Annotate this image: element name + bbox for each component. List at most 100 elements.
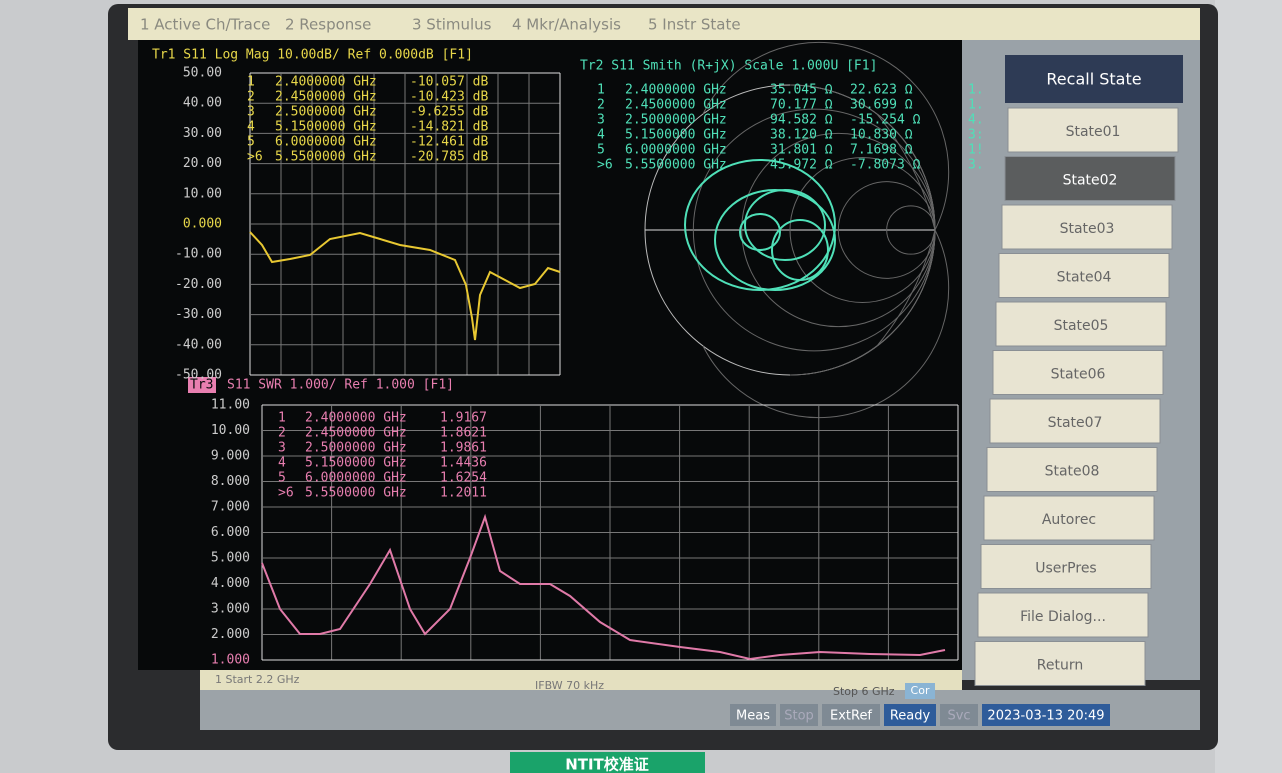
softkey-label[interactable]: State01 [1066,124,1121,140]
marker-readout: -15.254 Ω [850,113,921,128]
y-tick-label: 8.000 [211,474,250,489]
marker-readout: 2 [597,98,605,113]
marker-readout: 35.045 Ω [770,83,833,98]
menu-item[interactable]: 2 Response [285,16,371,34]
marker-readout: 5 [247,135,255,150]
marker-readout: >6 [278,486,294,501]
marker-readout: 2.4500000 GHz [305,426,407,441]
marker-readout: 2 [278,426,286,441]
marker-readout: 2.4500000 GHz [625,98,727,113]
y-tick-label: 20.00 [183,156,222,171]
y-tick-label: -40.00 [175,337,222,352]
marker-readout: >6 [597,158,613,173]
cor: Cor [911,684,930,697]
marker-readout: -14.821 dB [410,120,488,135]
y-tick-label: 40.00 [183,96,222,111]
marker-readout: -12.461 dB [410,135,488,150]
marker-readout: 1. [968,98,984,113]
marker-readout: 1 [278,411,286,426]
marker-readout: 3. [968,158,984,173]
marker-readout: 2.4000000 GHz [275,75,377,90]
y-tick-label: 5.000 [211,551,250,566]
marker-readout: -10.423 dB [410,90,488,105]
marker-readout: -20.785 dB [410,150,488,165]
softkey-label[interactable]: State07 [1048,415,1103,431]
marker-readout: 38.120 Ω [770,128,833,143]
softkey-label[interactable]: State08 [1045,464,1100,480]
marker-readout: >6 [247,150,263,165]
trace2-header: Tr2 S11 Smith (R+jX) Scale 1.000U [F1] [580,59,877,74]
y-tick-label: 6.000 [211,525,250,540]
marker-readout: 5.5500000 GHz [275,150,377,165]
y-tick-label: 10.00 [211,423,250,438]
y-tick-label: -50.00 [175,368,222,383]
softkey-label[interactable]: UserPres [1035,561,1096,577]
marker-readout: 1.9861 [440,441,487,456]
y-tick-label: 3.000 [211,602,250,617]
status-text: ExtRef [830,709,872,724]
y-tick-label: 10.00 [183,186,222,201]
marker-readout: 2.4000000 GHz [625,83,727,98]
marker-readout: 5.5500000 GHz [305,486,407,501]
marker-readout: 6.0000000 GHz [305,471,407,486]
status-text: Meas [736,709,770,724]
softkey-label[interactable]: State02 [1063,173,1118,189]
menu-item[interactable]: 5 Instr State [648,16,741,34]
marker-readout: 1.2011 [440,486,487,501]
status-text: 2023-03-13 20:49 [987,709,1104,724]
marker-readout: 7.1698 Ω [850,143,913,158]
status-text: Stop [784,709,814,724]
menu-item[interactable]: 4 Mkr/Analysis [512,16,621,34]
softkey-label[interactable]: File Dialog... [1020,609,1106,625]
marker-readout: 31.801 Ω [770,143,833,158]
sticker-text: NTIT校准证 [565,756,649,773]
y-tick-label: 9.000 [211,449,250,464]
marker-readout: 5 [278,471,286,486]
softkey-label[interactable]: State05 [1054,318,1109,334]
marker-readout: 4 [247,120,255,135]
marker-readout: 4 [278,456,286,471]
softkey-label[interactable]: State04 [1057,270,1112,286]
y-tick-label: 4.000 [211,576,250,591]
y-tick-label: 1.000 [211,653,250,668]
page: NTIT校准证 Tr1 S11 Log Mag 10.00dB/ Ref 0.0… [0,0,1282,773]
softkey-label[interactable]: State03 [1060,221,1115,237]
marker-readout: 2.5000000 GHz [625,113,727,128]
marker-readout: 5.1500000 GHz [625,128,727,143]
y-tick-label: 50.00 [183,66,222,81]
marker-readout: -10.057 dB [410,75,488,90]
menu-item[interactable]: 1 Active Ch/Trace [140,16,270,34]
softkey-label[interactable]: Return [1037,658,1083,674]
marker-readout: 30.699 Ω [850,98,913,113]
marker-readout: 5.1500000 GHz [305,456,407,471]
marker-readout: -9.6255 dB [410,105,488,120]
marker-readout: 2.5000000 GHz [305,441,407,456]
softkey-label[interactable]: Autorec [1042,512,1096,528]
y-tick-label: 0.000 [183,217,222,232]
y-tick-label: -20.00 [175,277,222,292]
marker-readout: 5.5500000 GHz [625,158,727,173]
marker-readout: 3 [597,113,605,128]
stop-freq: Stop 6 GHz [833,685,895,698]
y-tick-label: 7.000 [211,500,250,515]
marker-readout: 1 [597,83,605,98]
marker-readout: 1 [247,75,255,90]
ifbw: IFBW 70 kHz [535,679,604,692]
marker-readout: 10.830 Ω [850,128,913,143]
marker-readout: 5.1500000 GHz [275,120,377,135]
marker-readout: 2.4000000 GHz [305,411,407,426]
marker-readout: 6.0000000 GHz [625,143,727,158]
y-tick-label: 30.00 [183,126,222,141]
status-text: Ready [890,709,931,724]
marker-readout: 3: [968,128,984,143]
marker-readout: 70.177 Ω [770,98,833,113]
casing-right [1215,0,1282,773]
marker-readout: 45.972 Ω [770,158,833,173]
menu-item[interactable]: 3 Stimulus [412,16,492,34]
softkey-label[interactable]: State06 [1051,367,1106,383]
marker-readout: 2.5000000 GHz [275,105,377,120]
marker-readout: 3 [247,105,255,120]
marker-readout: -7.8073 Ω [850,158,921,173]
y-tick-label: 11.00 [211,398,250,413]
marker-readout: 1. [968,83,984,98]
